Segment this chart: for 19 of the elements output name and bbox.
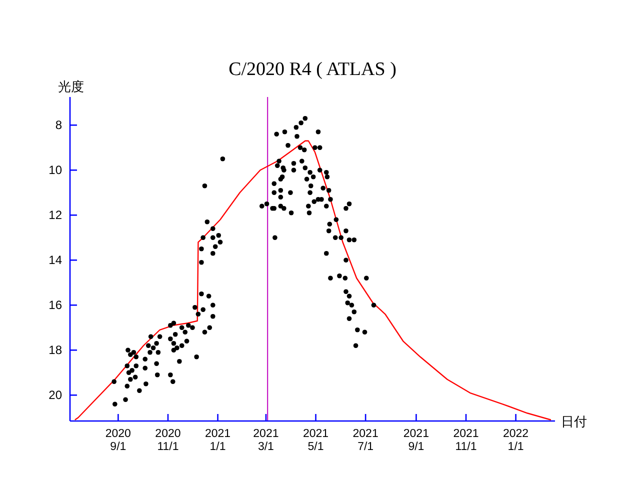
title: C/2020 R4 ( ATLAS ) xyxy=(228,59,396,80)
xtick: 2021 1/1 xyxy=(205,428,231,453)
xtick: 2020 11/1 xyxy=(155,428,181,453)
xtick: 2021 7/1 xyxy=(352,428,378,453)
ytick: 16 xyxy=(48,298,62,312)
ytick: 20 xyxy=(48,388,62,402)
xtick: 2021 3/1 xyxy=(253,428,279,453)
ytick: 18 xyxy=(48,343,62,358)
ylabel: 光度 xyxy=(58,79,84,94)
ytick: 8 xyxy=(55,118,62,132)
ytick: 10 xyxy=(48,163,62,178)
xtick: 2022 1/1 xyxy=(503,428,529,453)
xtick: 2021 9/1 xyxy=(403,428,429,453)
ytick: 12 xyxy=(48,208,62,222)
xtick: 2021 5/1 xyxy=(302,428,329,453)
xtick: 2021 11/1 xyxy=(453,428,479,453)
xtick: 2020 9/1 xyxy=(105,428,131,453)
ytick: 14 xyxy=(48,253,62,268)
xlabel: 日付 xyxy=(561,414,587,429)
